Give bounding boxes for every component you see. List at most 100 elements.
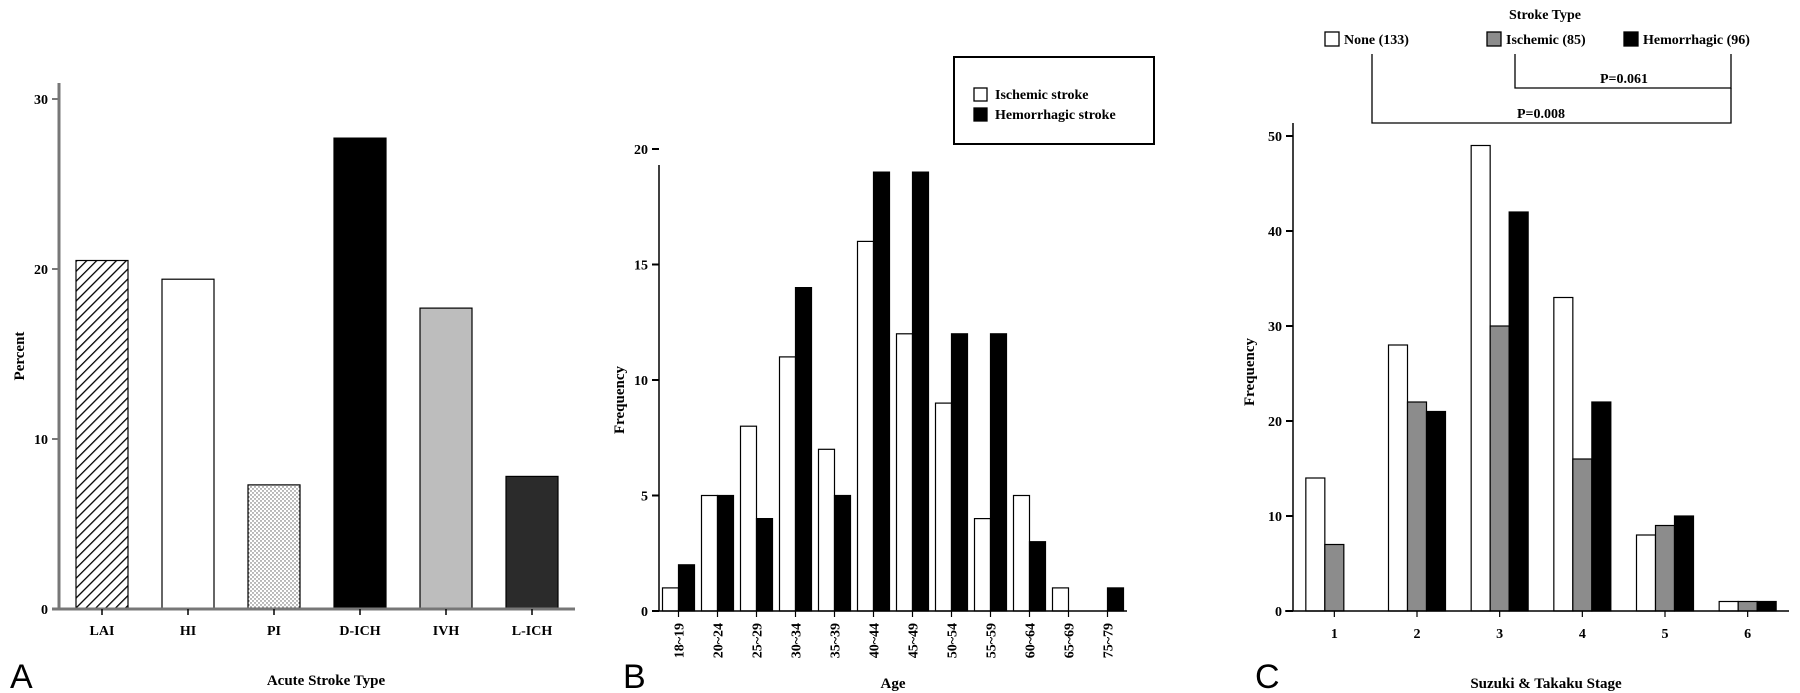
panel-b-x-axis-title: Age [881, 676, 906, 692]
bar-ischemic-stroke-45-49 [895, 333, 914, 612]
panel-c-legend-label-none: None (133) [1344, 33, 1409, 48]
panel-b-y-tick-label: 10 [634, 374, 648, 389]
bar-hemorrhagic-stroke-35-39 [833, 494, 852, 612]
panel-c-legend-label-hemorrhagic: Hemorrhagic (96) [1643, 33, 1750, 48]
x-tick-label-stage-6: 6 [1744, 627, 1751, 642]
panel-c-legend-swatch-ischemic [1486, 31, 1502, 47]
panel-a-bars [75, 137, 559, 610]
bar-ischemic-85-stage-6 [1737, 600, 1758, 612]
bar-hemorrhagic-96-stage-2 [1425, 410, 1447, 612]
bar-ischemic-stroke-65-69 [1051, 587, 1070, 612]
chart-panel-c: 0 10 20 30 40 50 1 2 3 4 5 6 Frequency Suzuki & Ta… [1242, 8, 1789, 693]
panel-c-y-tick-label: 40 [1268, 225, 1282, 240]
panel-a-x-ticks: LAI HI PI D-ICH IVH L-ICH [90, 609, 552, 639]
chart-panel-b: 0 5 10 15 20 18~19 20~24 25~29 30~34 35~39 40~44 4… [612, 56, 1155, 693]
x-tick-label-age-50-54: 50~54 [946, 623, 961, 658]
x-tick-label-age-65-69: 65~69 [1063, 623, 1078, 658]
panel-a-y-tick-label: 10 [34, 433, 48, 448]
bracket-ischemic-vs-hemorrhagic [1514, 54, 1732, 89]
bar-ischemic-stroke-60-64 [1012, 494, 1031, 612]
x-tick-label-age-45-49: 45~49 [907, 623, 922, 658]
bar-ischemic-stroke-55-59 [973, 517, 992, 612]
x-tick-label-age-40-44: 40~44 [868, 623, 883, 658]
panel-c-legend-title: Stroke Type [1509, 8, 1581, 23]
bar-none-133-stage-6 [1718, 600, 1739, 612]
bar-none-133-stage-2 [1387, 344, 1409, 612]
bar-hi [161, 278, 215, 610]
bar-ischemic-stroke-25-29 [739, 425, 758, 612]
bar-hemorrhagic-stroke-55-59 [989, 333, 1008, 612]
bar-ischemic-stroke-30-34 [778, 356, 797, 612]
panel-c-y-tick-label: 20 [1268, 415, 1282, 430]
bar-hemorrhagic-stroke-45-49 [911, 171, 930, 612]
panel-c-y-tick-label: 50 [1268, 130, 1282, 145]
bar-ischemic-stroke-20-24 [700, 494, 719, 612]
bar-ischemic-85-stage-2 [1406, 401, 1428, 612]
bar-ischemic-85-stage-3 [1489, 325, 1510, 612]
bar-ischemic-stroke-35-39 [817, 448, 836, 612]
panel-a-y-tick-label: 0 [41, 603, 48, 618]
x-tick-label-pi: PI [267, 624, 281, 639]
x-tick-label-stage-4: 4 [1579, 627, 1586, 642]
bar-lai [75, 259, 129, 610]
panel-c-y-axis-title: Frequency [1242, 337, 1258, 406]
bar-hemorrhagic-stroke-18-19 [677, 564, 696, 612]
panel-a-y-tick-label: 30 [34, 93, 48, 108]
bar-none-133-stage-3 [1470, 144, 1491, 612]
x-tick-label-age-35-39: 35~39 [829, 623, 844, 658]
panel-a-y-tick-label: 20 [34, 263, 48, 278]
bar-pi [247, 484, 301, 610]
panel-a-letter: A [10, 658, 33, 693]
x-tick-label-age-55-59: 55~59 [985, 623, 1000, 658]
panel-c-x-axis-title: Suzuki & Takaku Stage [1470, 676, 1622, 692]
panel-c-y-tick-label: 0 [1275, 605, 1282, 620]
panel-c-letter: C [1255, 658, 1280, 693]
panel-b-y-tick-label: 5 [641, 490, 648, 505]
panel-c-y-tick-label: 30 [1268, 320, 1282, 335]
panel-b-y-axis-title: Frequency [612, 365, 628, 434]
panel-b-bars [661, 171, 1125, 612]
bar-hemorrhagic-96-stage-5 [1673, 515, 1695, 612]
bar-none-133-stage-4 [1553, 296, 1574, 612]
panel-b-legend-label-hemorrhagic: Hemorrhagic stroke [995, 108, 1116, 123]
panel-b-y-tick-label: 20 [634, 143, 648, 158]
panel-b-letter: B [623, 658, 646, 693]
x-tick-label-lai: LAI [90, 624, 115, 639]
panel-c-x-ticks: 1 2 3 4 5 6 [1331, 611, 1751, 642]
x-tick-label-stage-5: 5 [1662, 627, 1669, 642]
bar-ischemic-stroke-18-19 [661, 587, 680, 612]
bar-ischemic-85-stage-5 [1654, 524, 1676, 612]
bar-ischemic-stroke-40-44 [856, 240, 875, 612]
x-tick-label-ivh: IVH [433, 624, 460, 639]
p-value-none-vs-hemorrhagic: P=0.008 [1517, 107, 1565, 122]
x-tick-label-stage-1: 1 [1331, 627, 1338, 642]
bar-ischemic-stroke-50-54 [934, 402, 953, 612]
bar-none-133-stage-5 [1635, 534, 1657, 612]
x-tick-label-age-25-29: 25~29 [751, 623, 766, 658]
bar-hemorrhagic-stroke-25-29 [755, 517, 774, 612]
x-tick-label-d-ich: D-ICH [339, 624, 380, 639]
panel-c-legend-label-ischemic: Ischemic (85) [1506, 33, 1586, 48]
bar-hemorrhagic-stroke-20-24 [716, 494, 735, 612]
panel-c-significance-brackets: P=0.061 P=0.008 [1371, 54, 1732, 124]
bracket-none-vs-hemorrhagic [1371, 54, 1732, 124]
bar-ischemic-85-stage-1 [1324, 543, 1345, 612]
x-tick-label-age-18-19: 18~19 [673, 623, 688, 658]
x-tick-label-stage-3: 3 [1496, 627, 1503, 642]
panel-c-bars [1305, 144, 1777, 612]
bar-l-ich [505, 475, 559, 610]
panel-a-y-axis-title: Percent [12, 332, 28, 381]
panel-c-y-tick-label: 10 [1268, 510, 1282, 525]
panel-c-y-ticks: 0 10 20 30 40 50 [1268, 130, 1293, 620]
bar-hemorrhagic-96-stage-6 [1756, 600, 1777, 612]
panel-b-legend-swatch-hemorrhagic [973, 107, 988, 122]
panel-b-y-tick-label: 0 [641, 605, 648, 620]
x-tick-label-age-60-64: 60~64 [1024, 623, 1039, 658]
bar-ischemic-85-stage-4 [1572, 458, 1593, 612]
bar-hemorrhagic-stroke-40-44 [872, 171, 891, 612]
panel-b-x-ticks: 18~19 20~24 25~29 30~34 35~39 40~44 45~49 50~54… [673, 611, 1117, 658]
panel-b-legend-label-ischemic: Ischemic stroke [995, 88, 1088, 103]
bar-ivh [419, 307, 473, 610]
bar-d-ich [333, 137, 387, 610]
